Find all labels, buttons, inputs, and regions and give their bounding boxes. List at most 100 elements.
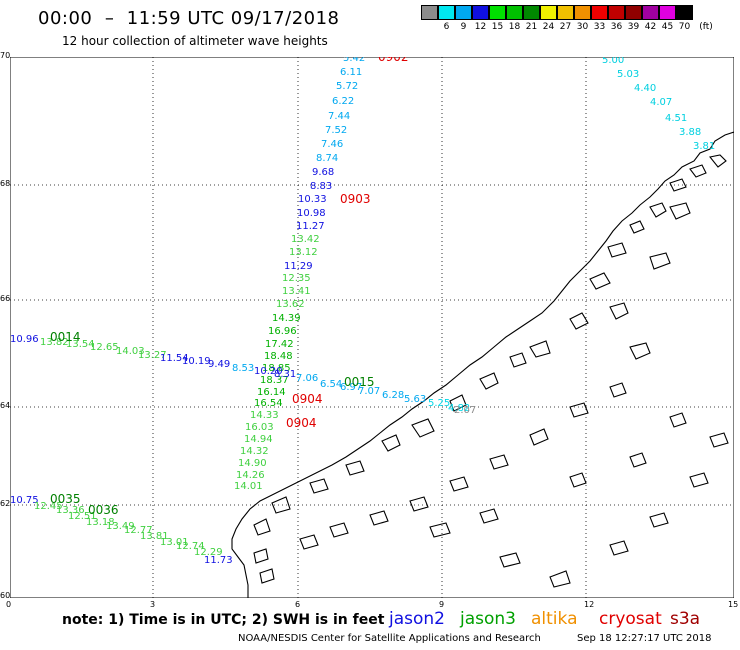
wave-height-label: 6.22 (332, 96, 354, 107)
legend-label: 36 (610, 22, 623, 32)
wave-height-label: 7.46 (321, 139, 343, 150)
wave-height-label: 12.77 (124, 525, 153, 536)
wave-height-label: 13.81 (140, 531, 169, 542)
legend-swatch (540, 5, 557, 20)
wave-height-label: 14.01 (234, 481, 263, 492)
legend-label: 6 (443, 22, 450, 32)
wave-height-label: 13.41 (282, 286, 311, 297)
wave-height-label: 7.07 (358, 386, 380, 397)
wave-height-label: 16.03 (245, 422, 274, 433)
satellite-legend-item: s3a (670, 609, 701, 629)
wave-height-label: 14.03 (116, 346, 145, 357)
wave-height-label: 11.29 (284, 261, 313, 272)
legend-label: 33 (593, 22, 606, 32)
wave-height-label: 9.49 (208, 359, 230, 370)
wave-height-label: 13.01 (160, 537, 189, 548)
legend-label: 30 (576, 22, 589, 32)
wave-height-label: 6.11 (340, 67, 362, 78)
time-label: 0903 (340, 192, 371, 206)
wave-height-label: 5.63 (404, 394, 426, 405)
legend-swatch (659, 5, 676, 20)
time-label: 0036 (88, 503, 119, 517)
time-label: 0904 (292, 392, 323, 406)
wave-height-label: 10.20 (254, 366, 283, 377)
legend-label: 9 (460, 22, 467, 32)
wave-height-label: 14.32 (240, 446, 269, 457)
wave-height-label: 16.14 (257, 387, 286, 398)
wave-height-label: 13.82 (40, 337, 69, 348)
wave-height-label: 18.37 (260, 375, 289, 386)
wave-height-label: 12.45 (34, 501, 63, 512)
wave-height-label: 12.51 (68, 511, 97, 522)
legend-label: 12 (474, 22, 487, 32)
wave-height-label: 5.25 (428, 398, 450, 409)
y-tick-label: 60 (0, 591, 11, 600)
legend-swatch (574, 5, 591, 20)
x-tick-label: 12 (584, 600, 595, 609)
wave-height-label: 8.53 (232, 363, 254, 374)
legend-label: 39 (627, 22, 640, 32)
wave-height-label: 3.88 (679, 127, 701, 138)
wave-height-label: 16.96 (268, 326, 297, 337)
wave-height-label: 5.72 (336, 81, 358, 92)
wave-height-label: 14.39 (272, 313, 301, 324)
wave-height-label: 7.52 (325, 125, 347, 136)
time-label: 0904 (286, 416, 317, 430)
wave-height-label: 18.48 (264, 351, 293, 362)
legend-swatch (438, 5, 455, 20)
wave-height-label: 4.51 (665, 113, 687, 124)
wave-height-label: 7.44 (328, 111, 350, 122)
wave-height-label: 12.65 (90, 342, 119, 353)
wave-height-label: 4.40 (634, 83, 656, 94)
wave-height-label: 5.00 (602, 57, 624, 66)
time-label: 0015 (344, 375, 375, 389)
legend-swatch (455, 5, 472, 20)
wave-height-label: 10.98 (297, 208, 326, 219)
legend-swatch (625, 5, 642, 20)
legend-swatch (472, 5, 489, 20)
map-grid (10, 57, 734, 598)
wave-height-label: 14.90 (238, 458, 267, 469)
wave-height-label: 12.74 (176, 541, 205, 552)
legend-label: 27 (559, 22, 572, 32)
wave-height-label: 14.26 (236, 470, 265, 481)
wave-height-label: 13.49 (106, 521, 135, 532)
wave-height-label: 13.12 (289, 247, 318, 258)
wave-height-label: 14.94 (244, 434, 273, 445)
wave-height-label: 11.73 (204, 555, 233, 566)
wave-height-label: 13.42 (291, 234, 320, 245)
wave-height-label: 9.68 (312, 167, 334, 178)
wave-height-label: 4.07 (650, 97, 672, 108)
chart-title: 00:00 – 11:59 UTC 09/17/2018 (38, 8, 340, 29)
time-label: 0014 (50, 330, 81, 344)
wave-height-label: 6.54 (320, 379, 342, 390)
wave-height-label: 5.42 (343, 57, 365, 64)
satellite-legend-item: altika (531, 609, 578, 629)
legend-swatch (523, 5, 540, 20)
wave-height-label: 6.97 (340, 382, 362, 393)
legend-label: 15 (491, 22, 504, 32)
track-labels: 5.42 6.11 5.72 6.22 7.44 7.52 7.46 8.74 9.68 8.83… (10, 57, 715, 566)
wave-height-label: 8.31 (274, 369, 296, 380)
legend-label: 24 (542, 22, 555, 32)
time-label: 0035 (50, 492, 81, 506)
legend-label: 70 (678, 22, 691, 32)
wave-height-label: 8.83 (310, 181, 332, 192)
wave-height-label: 6.28 (382, 390, 404, 401)
wave-height-label: 10.96 (10, 334, 39, 345)
wave-height-label: 7.06 (296, 373, 318, 384)
wave-height-label: 14.33 (250, 410, 279, 421)
wave-height-label: 13.27 (138, 350, 167, 361)
wave-height-label: 3.81 (693, 141, 715, 152)
x-tick-label: 0 (6, 600, 12, 609)
credit-line: NOAA/NESDIS Center for Satellite Applica… (238, 633, 541, 644)
legend-swatch (676, 5, 693, 20)
legend-label: 21 (525, 22, 538, 32)
legend-label: 42 (644, 22, 657, 32)
legend-unit: (ft) (699, 22, 713, 32)
wave-height-label: 2.07 (454, 405, 476, 416)
time-label: 0902 (378, 57, 409, 64)
wave-height-label: 10.33 (298, 194, 327, 205)
wave-height-label: 12.29 (194, 547, 223, 558)
y-tick-label: 66 (0, 294, 11, 303)
